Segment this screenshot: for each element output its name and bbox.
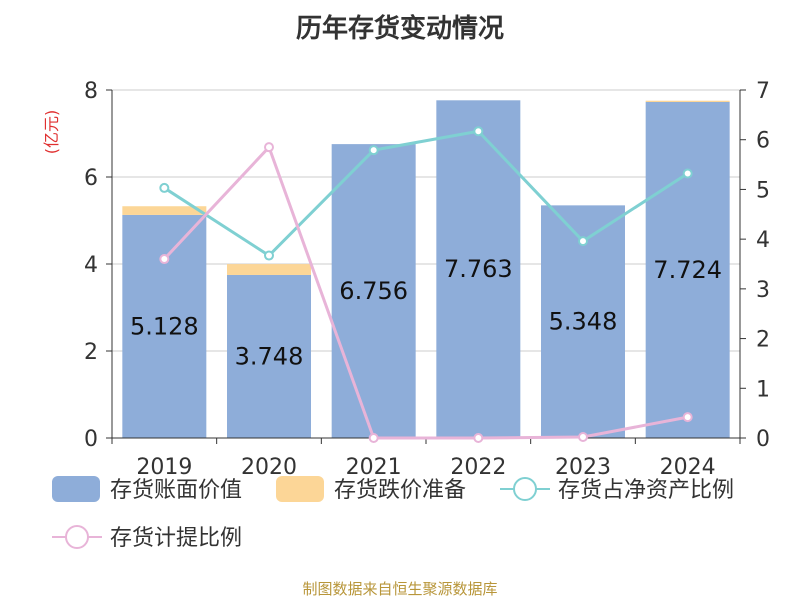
y2-tick-label: 0 xyxy=(756,427,770,452)
line-group xyxy=(159,126,693,443)
line-ratio-net-assets-point xyxy=(264,250,274,261)
grid-lines xyxy=(112,89,740,352)
bar-group xyxy=(122,100,730,439)
legend-swatch-marker xyxy=(65,525,89,549)
line-ratio-net-assets-point xyxy=(473,126,484,137)
data-labels: 5.128 3.748 6.756 7.763 5.348 7.724 xyxy=(130,255,722,370)
bar-book-value xyxy=(227,274,311,438)
line-provision-ratio-point xyxy=(159,254,170,265)
x-tick-label: 2019 xyxy=(136,455,192,480)
y-tick-label: 2 xyxy=(84,340,98,365)
legend-label: 存货计提比例 xyxy=(110,526,242,551)
bar-value-label: 5.348 xyxy=(549,308,618,336)
legend-swatch xyxy=(276,476,324,502)
x-tick-label: 2023 xyxy=(555,455,611,480)
line-provision-ratio-point xyxy=(473,433,484,443)
y-tick-label: 4 xyxy=(84,253,98,278)
legend-swatch xyxy=(52,476,100,502)
bar-value-label: 5.128 xyxy=(130,312,199,340)
line-ratio-net-assets-point xyxy=(682,168,693,179)
line-provision-ratio-point xyxy=(264,142,274,153)
bar-value-label: 3.748 xyxy=(235,342,304,370)
bar-book-value xyxy=(122,214,207,438)
legend-label: 存货占净资产比例 xyxy=(558,478,734,503)
line-provision-ratio xyxy=(163,144,688,440)
y-tick-label: 0 xyxy=(84,427,98,452)
bar-impairment xyxy=(227,264,311,275)
source-note: 制图数据来自恒生聚源数据库 xyxy=(302,580,498,598)
bar-value-label: 7.724 xyxy=(653,256,722,284)
bar-book-value xyxy=(436,100,521,438)
chart-title: 历年存货变动情况 xyxy=(295,14,504,44)
line-provision-ratio-point xyxy=(578,432,588,443)
bar-value-label: 6.756 xyxy=(339,277,408,305)
line-ratio-net-assets-point xyxy=(578,236,588,247)
bar-book-value xyxy=(645,102,730,439)
x-tick-label: 2024 xyxy=(660,455,716,480)
y2-tick-label: 3 xyxy=(756,278,770,303)
bar-value-label: 7.763 xyxy=(444,255,513,283)
line-ratio-net-assets-point xyxy=(159,182,170,193)
y2-tick-label: 5 xyxy=(756,178,770,203)
y-tick-label: 6 xyxy=(84,166,98,191)
legend-swatch-marker xyxy=(513,477,537,501)
x-tick-label: 2022 xyxy=(450,455,506,480)
x-tick-label: 2021 xyxy=(346,455,402,480)
bar-impairment xyxy=(122,206,207,215)
y2-tick-label: 2 xyxy=(756,328,770,353)
axes: 0 2 4 6 8 0 1 2 3 4 5 6 7 2019 2020 2021 2022 2023 2024 xyxy=(84,79,770,480)
x-tick-label: 2020 xyxy=(241,455,297,480)
line-provision-ratio-point xyxy=(368,433,379,443)
line-ratio-net-assets-point xyxy=(368,145,379,156)
y2-tick-label: 1 xyxy=(756,377,770,402)
line-ratio-net-assets xyxy=(163,129,689,258)
line-provision-ratio-point xyxy=(682,412,693,423)
legend-label: 存货跌价准备 xyxy=(334,478,466,503)
y2-tick-label: 6 xyxy=(756,129,770,154)
y-tick-label: 8 xyxy=(84,79,98,104)
y2-tick-label: 7 xyxy=(756,79,770,104)
legend-label: 存货账面价值 xyxy=(110,478,242,503)
bar-book-value xyxy=(331,144,416,438)
y2-tick-label: 4 xyxy=(756,228,770,253)
bar-impairment xyxy=(645,100,730,103)
